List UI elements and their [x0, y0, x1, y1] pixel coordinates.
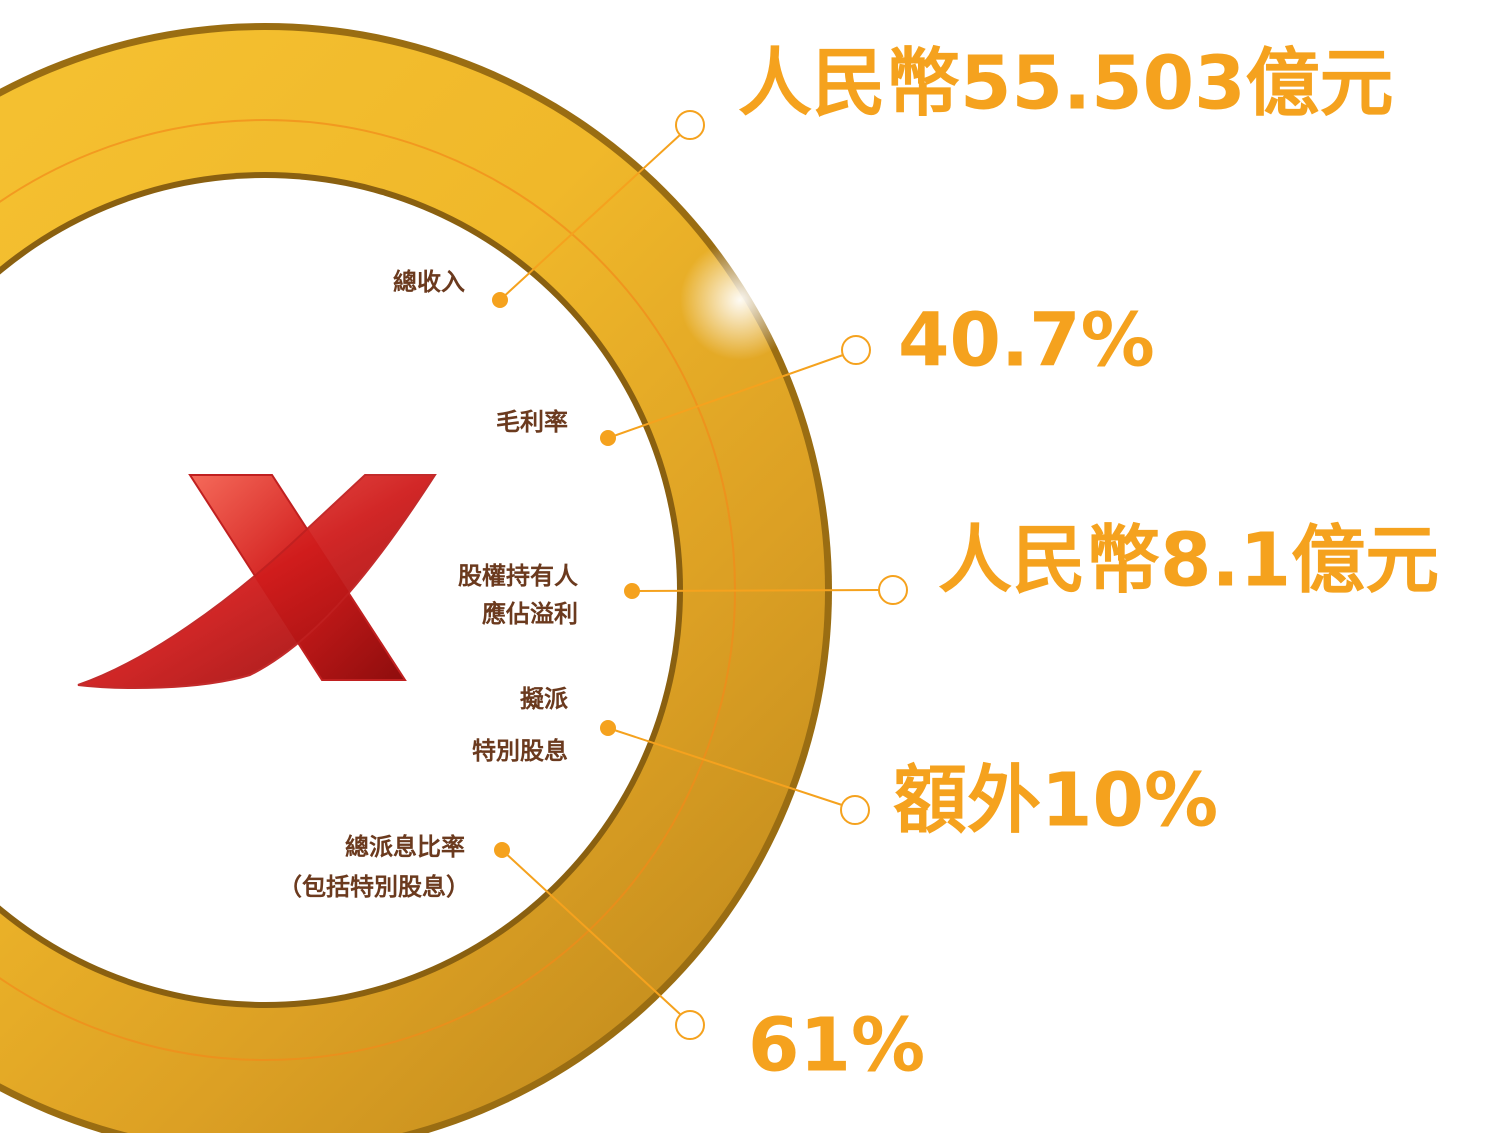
- end-circle: [675, 110, 705, 140]
- item-label: （包括特別股息）: [278, 873, 470, 901]
- item: 毛利率 40.7%: [496, 298, 1155, 446]
- item: 總收入 人民幣55.503億元: [393, 41, 1394, 308]
- item-label: 總收入: [393, 268, 465, 296]
- item: 總派息比率 （包括特別股息） 61%: [278, 833, 925, 1089]
- dot: [624, 583, 640, 599]
- connector: [607, 727, 843, 806]
- connector: [501, 849, 682, 1016]
- item-label: 股權持有人: [458, 562, 578, 590]
- item-label: 特別股息: [472, 737, 568, 765]
- item-value: 40.7%: [898, 298, 1155, 384]
- end-circle: [675, 1010, 705, 1040]
- item-value: 61%: [748, 1003, 925, 1089]
- x-logo: [77, 474, 437, 689]
- dot: [492, 292, 508, 308]
- item-label: 擬派: [520, 685, 568, 713]
- item-label: 總派息比率: [345, 833, 465, 861]
- item-label: 毛利率: [496, 408, 568, 436]
- end-circle: [841, 335, 871, 365]
- connector: [631, 589, 880, 592]
- end-circle: [878, 575, 908, 605]
- item-value: 人民幣8.1億元: [938, 518, 1439, 604]
- connector: [607, 354, 844, 439]
- item-value: 額外10%: [893, 758, 1218, 844]
- gold-ring: [0, 23, 832, 1133]
- dot: [494, 842, 510, 858]
- item-label: 應佔溢利: [482, 600, 578, 628]
- dot: [600, 720, 616, 736]
- dot: [600, 430, 616, 446]
- item: 股權持有人 應佔溢利 人民幣8.1億元: [458, 518, 1439, 629]
- end-circle: [840, 795, 870, 825]
- connector: [499, 133, 682, 301]
- item-value: 人民幣55.503億元: [738, 41, 1394, 127]
- item: 擬派 特別股息 額外10%: [472, 685, 1218, 844]
